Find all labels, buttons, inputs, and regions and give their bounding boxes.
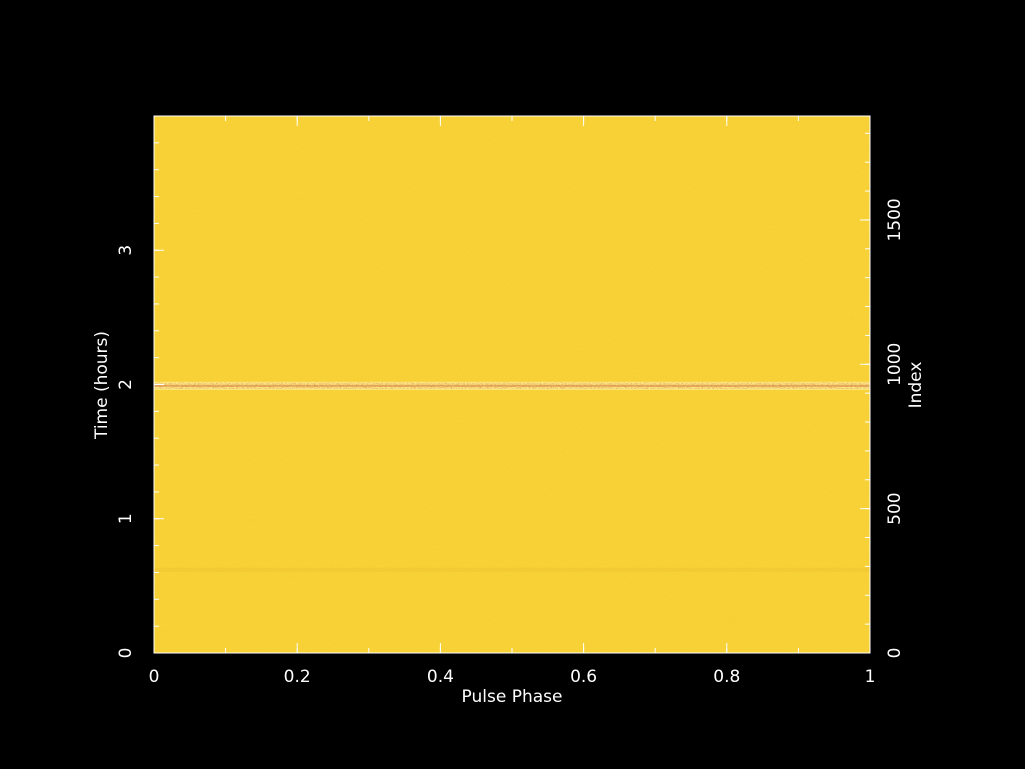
y2-tick-label: 0 — [885, 648, 905, 659]
x-tick-label: 0 — [149, 667, 160, 687]
x-tick-label: 0.2 — [284, 667, 311, 687]
faint-band — [154, 567, 870, 572]
y-tick-label: 1 — [116, 513, 136, 524]
y2-tick-label: 1000 — [885, 343, 905, 386]
x-tick-label: 0.6 — [570, 667, 597, 687]
x-tick-label: 0.4 — [427, 667, 454, 687]
y2-tick-label: 1500 — [885, 198, 905, 241]
y2-tick-label: 500 — [885, 492, 905, 524]
y2-axis-title: Index — [906, 362, 926, 409]
y-axis-title: Time (hours) — [92, 331, 112, 440]
noisy-band-texture — [154, 382, 870, 389]
x-axis-title: Pulse Phase — [462, 687, 563, 707]
y-tick-label: 3 — [116, 245, 136, 256]
y-tick-label: 2 — [116, 379, 136, 390]
x-tick-label: 1 — [865, 667, 876, 687]
y-tick-label: 0 — [116, 648, 136, 659]
noisy-band-core — [154, 384, 870, 387]
x-tick-label: 0.8 — [713, 667, 740, 687]
